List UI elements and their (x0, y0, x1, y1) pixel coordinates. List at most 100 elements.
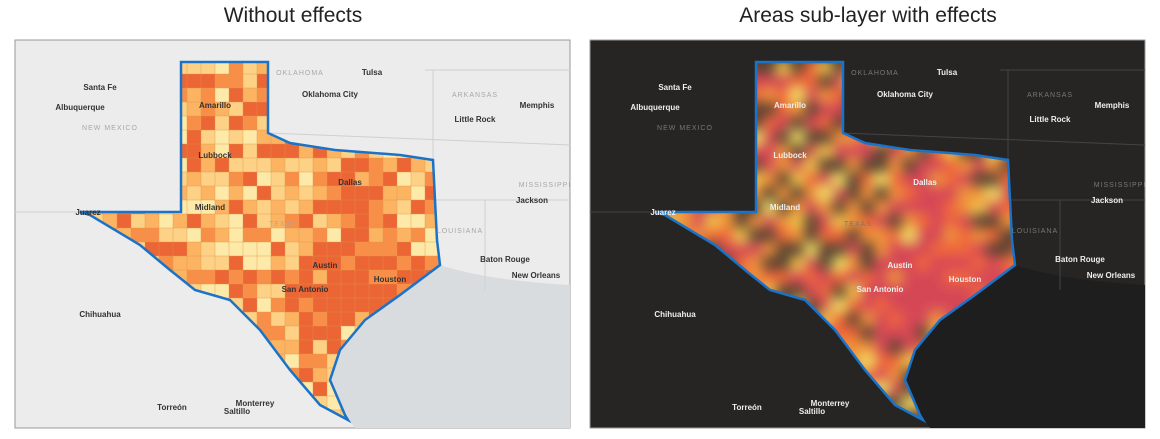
county (298, 297, 314, 313)
county (846, 326, 861, 341)
county (158, 213, 174, 229)
county (930, 242, 945, 257)
county (776, 214, 791, 229)
county (410, 255, 426, 271)
county (326, 199, 342, 215)
county (874, 172, 889, 187)
county (326, 311, 342, 327)
county (186, 185, 202, 201)
county (200, 227, 216, 243)
county (256, 311, 272, 327)
county (186, 129, 202, 145)
county (270, 269, 286, 285)
county (818, 88, 833, 103)
place-label: Memphis (520, 101, 555, 110)
county (916, 284, 931, 299)
county (284, 269, 300, 285)
county (326, 157, 342, 173)
county (354, 269, 370, 285)
county (762, 74, 777, 89)
county (340, 213, 356, 229)
county (368, 227, 384, 243)
county (902, 270, 917, 285)
county (860, 312, 875, 327)
place-label: San Antonio (282, 285, 329, 294)
county (340, 199, 356, 215)
county (298, 241, 314, 257)
gulf (905, 265, 1145, 428)
county (818, 284, 833, 299)
county (242, 213, 258, 229)
county (902, 200, 917, 215)
county (790, 74, 805, 89)
county (382, 185, 398, 201)
place-label: Austin (313, 261, 338, 270)
county (762, 116, 777, 131)
county (284, 171, 300, 187)
county (832, 172, 847, 187)
county (354, 185, 370, 201)
county (762, 88, 777, 103)
county (354, 227, 370, 243)
county (846, 298, 861, 313)
county (186, 269, 202, 285)
county (256, 143, 272, 159)
map-panel: Santa Fe Albuquerque NEW MEXICO OKLAHOMA Okl… (14, 39, 571, 429)
county (748, 256, 763, 271)
place-label: New Orleans (512, 271, 561, 280)
county (930, 228, 945, 243)
county (986, 186, 1001, 201)
county (776, 228, 791, 243)
county (972, 158, 987, 173)
county (958, 228, 973, 243)
county (312, 157, 328, 173)
county (200, 185, 216, 201)
county (410, 171, 426, 187)
county (326, 269, 342, 285)
county (776, 74, 791, 89)
county (284, 297, 300, 313)
county (340, 241, 356, 257)
county (228, 73, 244, 89)
county (284, 199, 300, 215)
county (200, 157, 216, 173)
state-borders (590, 69, 1146, 290)
county (368, 213, 384, 229)
county (298, 171, 314, 187)
county (832, 228, 847, 243)
place-label: Little Rock (455, 115, 496, 124)
county (874, 298, 889, 313)
county (186, 171, 202, 187)
county (832, 256, 847, 271)
county (382, 241, 398, 257)
county (340, 297, 356, 313)
county (790, 200, 805, 215)
county (158, 227, 174, 243)
county (930, 158, 945, 173)
county (944, 172, 959, 187)
county (762, 172, 777, 187)
county (242, 73, 258, 89)
county (804, 172, 819, 187)
place-label: Monterrey (236, 399, 275, 408)
county (888, 382, 903, 397)
county (888, 158, 903, 173)
place-label: NEW MEXICO (82, 125, 138, 132)
county (200, 115, 216, 131)
county (186, 241, 202, 257)
county (790, 172, 805, 187)
county (242, 241, 258, 257)
place-label: MISSISSIPPI (1094, 182, 1147, 189)
county (930, 284, 945, 299)
place-label: Santa Fe (658, 83, 692, 92)
county (804, 256, 819, 271)
county (776, 102, 791, 117)
county (860, 172, 875, 187)
place-label: OKLAHOMA (276, 70, 324, 77)
place-label: Chihuahua (79, 310, 121, 319)
county (916, 200, 931, 215)
county (818, 102, 833, 117)
county (706, 214, 721, 229)
place-label: Juarez (650, 208, 675, 217)
